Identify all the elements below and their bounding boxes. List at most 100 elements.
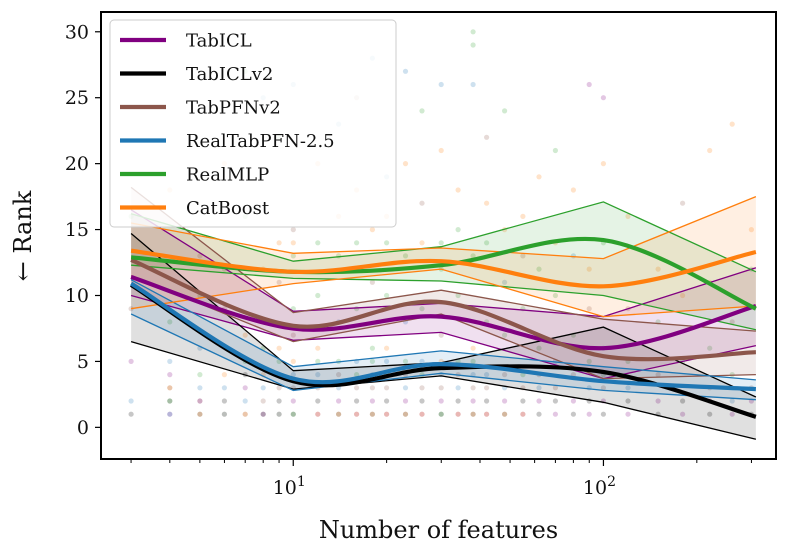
x-tick-label: 102 <box>583 474 616 499</box>
scatter-point <box>438 411 444 417</box>
scatter-point <box>552 385 559 391</box>
catboost-series-line <box>130 248 757 289</box>
scatter-point <box>600 95 607 101</box>
scatter-point <box>438 411 444 417</box>
scatter-point <box>536 266 542 272</box>
scatter-point <box>402 253 409 259</box>
scatter-point <box>167 411 173 417</box>
scatter-point <box>336 411 342 417</box>
scatter-point <box>369 279 375 285</box>
scatter-point <box>197 253 203 259</box>
scatter-point <box>419 385 425 391</box>
scatter-point <box>384 292 390 299</box>
scatter-point <box>470 398 476 404</box>
scatter-point <box>536 345 542 351</box>
scatter-point <box>438 240 444 246</box>
scatter-point <box>438 332 444 338</box>
scatter-point <box>552 292 559 299</box>
scatter-point <box>570 398 577 404</box>
scatter-point <box>167 385 173 391</box>
scatter-point <box>221 398 227 404</box>
scatter-point <box>600 161 607 167</box>
scatter-point <box>419 240 425 246</box>
scatter-point <box>354 372 360 378</box>
scatter-point <box>502 398 508 404</box>
scatter-point <box>290 411 296 417</box>
scatter-point <box>260 411 266 417</box>
scatter-point <box>315 411 321 417</box>
scatter-point <box>470 358 476 364</box>
scatter-point <box>680 398 686 404</box>
scatter-point <box>470 411 476 417</box>
scatter-point <box>197 398 203 404</box>
scatter-point <box>729 121 735 127</box>
y-tick-label: 0 <box>77 417 89 439</box>
scatter-point <box>354 411 360 417</box>
realtabpfn-2-5-upper-bound-line <box>130 279 756 381</box>
scatter-point <box>276 398 282 404</box>
scatter-point <box>419 398 425 404</box>
scatter-point <box>419 411 425 417</box>
scatter-point <box>354 398 360 404</box>
scatter-point <box>315 411 321 417</box>
scatter-point <box>455 411 461 417</box>
legend-label-realtabpfn-2-5: RealTabPFN-2.5 <box>186 131 335 152</box>
scatter-point <box>520 411 526 417</box>
scatter-point <box>680 411 686 417</box>
scatter-point <box>369 345 375 351</box>
scatter-point <box>221 372 227 378</box>
y-tick-label: 25 <box>65 87 89 109</box>
scatter-point <box>369 411 375 417</box>
tabiclv2-lower-bound-line <box>130 340 757 440</box>
scatter-point <box>586 266 592 272</box>
scatter-point <box>536 398 542 404</box>
scatter-point <box>484 200 490 206</box>
scatter-point <box>242 411 248 417</box>
scatter-point <box>552 411 559 417</box>
scatter-point <box>242 332 248 338</box>
scatter-point <box>128 398 134 404</box>
y-tick-label: 10 <box>65 285 89 307</box>
plot-frame <box>100 11 777 460</box>
y-tick-label: 15 <box>65 219 89 241</box>
scatter-point <box>484 372 490 378</box>
scatter-point <box>369 385 375 391</box>
scatter-point <box>536 385 542 391</box>
scatter-point <box>438 81 444 88</box>
scatter-point <box>276 345 282 351</box>
scatter-point <box>290 372 296 378</box>
scatter-point <box>470 42 476 48</box>
scatter-point <box>276 411 282 417</box>
scatter-point <box>586 306 592 312</box>
scatter-point <box>520 253 526 259</box>
scatter-point <box>625 385 631 391</box>
scatter-point <box>197 411 203 417</box>
scatter-point <box>502 108 508 114</box>
scatter-point <box>167 398 173 404</box>
scatter-point <box>197 411 203 417</box>
scatter-point <box>470 385 476 391</box>
scatter-point <box>438 147 444 154</box>
scatter-point <box>197 385 203 391</box>
scatter-point <box>260 385 266 391</box>
scatter-point <box>707 411 713 417</box>
scatter-point <box>167 358 173 364</box>
scatter-point <box>167 398 173 404</box>
scatter-point <box>600 411 607 417</box>
scatter-point <box>502 411 508 417</box>
scatter-point <box>167 385 173 391</box>
scatter-point <box>369 358 375 364</box>
scatter-point <box>290 398 296 404</box>
scatter-point <box>260 411 266 417</box>
scatter-point <box>536 174 542 180</box>
scatter-point <box>197 372 203 378</box>
scatter-point <box>402 358 409 364</box>
scatter-point <box>455 292 461 299</box>
tabicl-series-line <box>130 274 757 351</box>
scatter-point <box>315 292 321 299</box>
scatter-point <box>354 385 360 391</box>
scatter-point <box>128 411 134 417</box>
scatter-point <box>484 411 490 417</box>
scatter-point <box>260 398 266 404</box>
